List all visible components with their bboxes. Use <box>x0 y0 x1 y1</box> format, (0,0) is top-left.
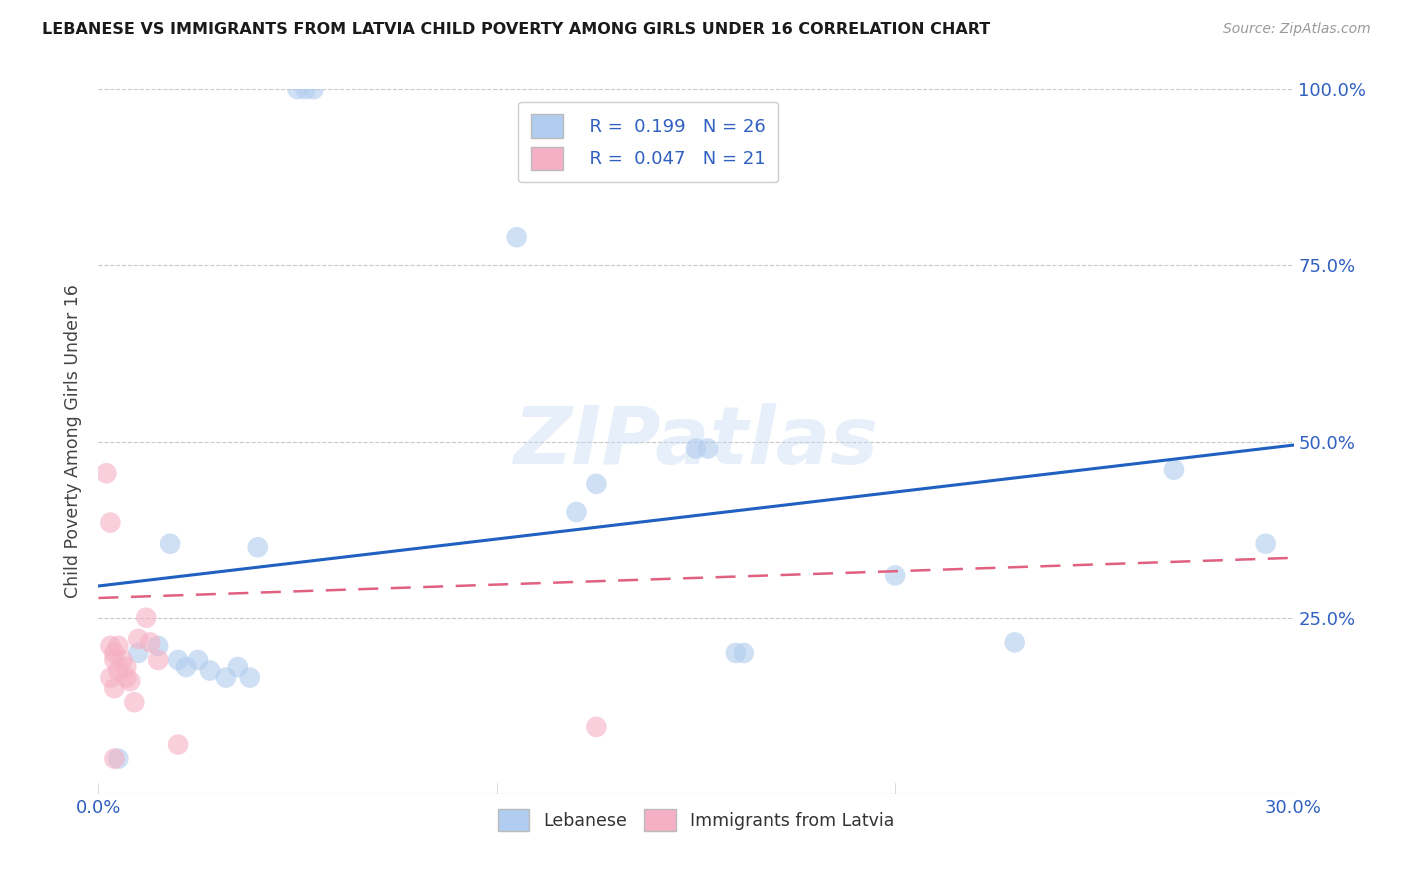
Point <box>98 516 122 530</box>
Point <box>115 660 138 674</box>
Point <box>103 653 125 667</box>
Point <box>294 82 316 96</box>
Point <box>127 646 149 660</box>
Point <box>103 751 125 765</box>
Point <box>115 671 138 685</box>
Point <box>187 653 209 667</box>
Legend: Lebanese, Immigrants from Latvia: Lebanese, Immigrants from Latvia <box>491 802 901 838</box>
Point <box>585 476 607 491</box>
Point <box>148 639 170 653</box>
Point <box>733 646 755 660</box>
Point <box>98 639 122 653</box>
Point <box>103 646 125 660</box>
Point <box>167 738 190 752</box>
Point <box>302 82 325 96</box>
Point <box>287 82 309 96</box>
Point <box>585 720 607 734</box>
Point <box>120 674 142 689</box>
Point <box>159 537 181 551</box>
Point <box>697 442 720 456</box>
Point <box>107 751 129 765</box>
Point <box>246 541 269 555</box>
Point <box>1254 537 1277 551</box>
Point <box>107 639 129 653</box>
Text: Source: ZipAtlas.com: Source: ZipAtlas.com <box>1223 22 1371 37</box>
Point <box>148 653 170 667</box>
Point <box>174 660 197 674</box>
Point <box>226 660 249 674</box>
Point <box>103 681 125 696</box>
Point <box>565 505 588 519</box>
Point <box>111 653 134 667</box>
Point <box>127 632 149 646</box>
Point <box>215 671 238 685</box>
Y-axis label: Child Poverty Among Girls Under 16: Child Poverty Among Girls Under 16 <box>65 285 83 599</box>
Text: LEBANESE VS IMMIGRANTS FROM LATVIA CHILD POVERTY AMONG GIRLS UNDER 16 CORRELATIO: LEBANESE VS IMMIGRANTS FROM LATVIA CHILD… <box>42 22 990 37</box>
Point <box>139 635 162 649</box>
Point <box>124 695 146 709</box>
Point <box>98 671 122 685</box>
Point <box>884 568 907 582</box>
Text: ZIPatlas: ZIPatlas <box>513 402 879 481</box>
Point <box>1163 463 1185 477</box>
Point <box>135 610 157 624</box>
Point <box>685 442 707 456</box>
Point <box>1004 635 1026 649</box>
Point <box>198 664 221 678</box>
Point <box>96 467 118 481</box>
Point <box>167 653 190 667</box>
Point <box>107 664 129 678</box>
Point <box>724 646 747 660</box>
Point <box>506 230 529 244</box>
Point <box>239 671 262 685</box>
